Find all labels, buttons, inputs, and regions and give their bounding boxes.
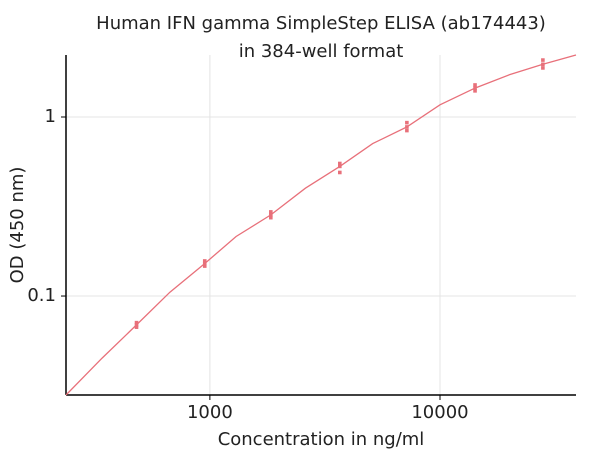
fit-curve — [65, 54, 577, 396]
data-point — [473, 86, 477, 90]
data-point — [134, 325, 139, 329]
data-point — [202, 259, 207, 263]
data-point — [202, 261, 207, 266]
y-tick-label: 0.1 — [27, 285, 56, 306]
data-point — [338, 161, 342, 166]
data-point — [134, 320, 139, 325]
data-point — [405, 128, 409, 133]
y-axis-label: OD (450 nm) — [7, 167, 28, 284]
data-point — [338, 170, 342, 175]
data-point — [338, 164, 342, 169]
y-tick-label: 1 — [45, 106, 56, 127]
data-point — [269, 210, 273, 214]
data-point — [473, 89, 477, 93]
x-tick-label: 10000 — [411, 402, 468, 423]
data-point — [473, 83, 477, 87]
data-point — [541, 62, 545, 67]
data-point — [202, 264, 207, 268]
data-point — [541, 58, 545, 62]
data-point — [541, 66, 545, 70]
chart-title: in 384-well format — [239, 41, 404, 62]
chart-title: Human IFN gamma SimpleStep ELISA (ab1744… — [96, 13, 546, 34]
data-point — [269, 213, 273, 217]
data-point — [269, 215, 273, 220]
data-point — [134, 323, 139, 327]
data-point — [405, 125, 409, 129]
x-axis-label: Concentration in ng/ml — [218, 429, 425, 450]
x-tick-label: 1000 — [187, 402, 233, 423]
data-point — [405, 120, 409, 125]
